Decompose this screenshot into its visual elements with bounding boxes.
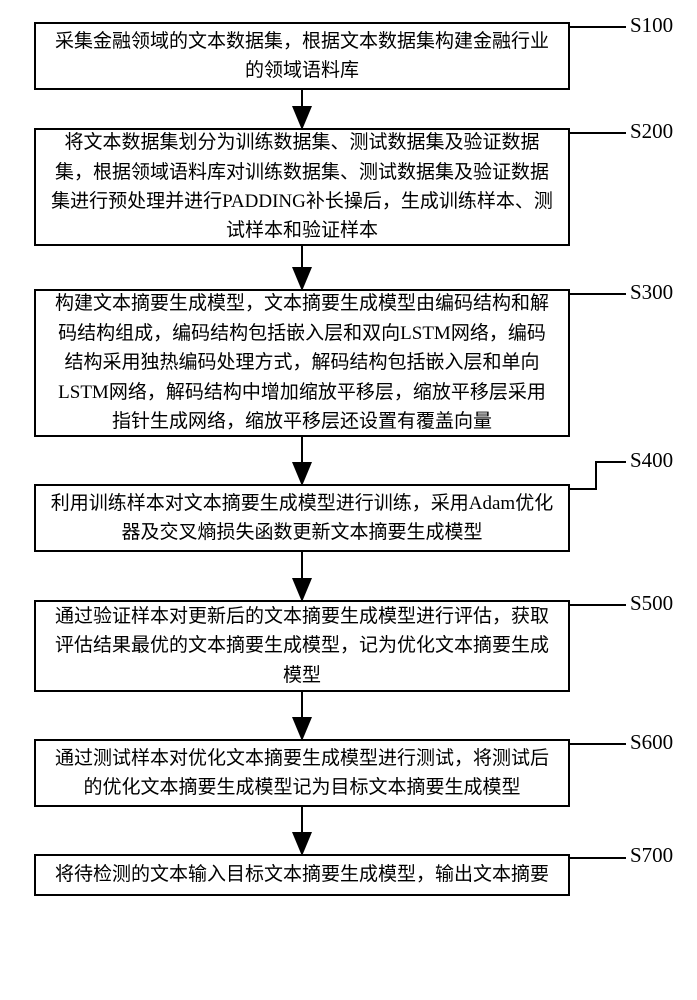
flow-node-text: 采集金融领域的文本数据集，根据文本数据集构建金融行业的领域语料库 <box>50 27 554 86</box>
flow-node-text: 将待检测的文本输入目标文本摘要生成模型，输出文本摘要 <box>50 860 554 889</box>
flow-node-s200: 将文本数据集划分为训练数据集、测试数据集及验证数据集，根据领域语料库对训练数据集… <box>34 128 570 246</box>
flow-node-text: 将文本数据集划分为训练数据集、测试数据集及验证数据集，根据领域语料库对训练数据集… <box>50 128 554 246</box>
flow-node-text: 利用训练样本对文本摘要生成模型进行训练，采用Adam优化器及交叉熵损失函数更新文… <box>50 489 554 548</box>
flow-node-s700: 将待检测的文本输入目标文本摘要生成模型，输出文本摘要 <box>34 854 570 896</box>
flow-node-s400: 利用训练样本对文本摘要生成模型进行训练，采用Adam优化器及交叉熵损失函数更新文… <box>34 484 570 552</box>
flow-node-text: 通过验证样本对更新后的文本摘要生成模型进行评估，获取评估结果最优的文本摘要生成模… <box>50 602 554 690</box>
flow-node-s500: 通过验证样本对更新后的文本摘要生成模型进行评估，获取评估结果最优的文本摘要生成模… <box>34 600 570 692</box>
step-label-s400: S400 <box>630 448 673 473</box>
flow-node-s100: 采集金融领域的文本数据集，根据文本数据集构建金融行业的领域语料库 <box>34 22 570 90</box>
flow-node-text: 通过测试样本对优化文本摘要生成模型进行测试，将测试后的优化文本摘要生成模型记为目… <box>50 744 554 803</box>
step-label-s600: S600 <box>630 730 673 755</box>
step-label-s100: S100 <box>630 13 673 38</box>
step-label-s500: S500 <box>630 591 673 616</box>
step-label-s700: S700 <box>630 843 673 868</box>
step-label-s300: S300 <box>630 280 673 305</box>
flow-node-s600: 通过测试样本对优化文本摘要生成模型进行测试，将测试后的优化文本摘要生成模型记为目… <box>34 739 570 807</box>
step-label-s200: S200 <box>630 119 673 144</box>
flow-node-text: 构建文本摘要生成模型，文本摘要生成模型由编码结构和解码结构组成，编码结构包括嵌入… <box>50 289 554 436</box>
flow-node-s300: 构建文本摘要生成模型，文本摘要生成模型由编码结构和解码结构组成，编码结构包括嵌入… <box>34 289 570 437</box>
